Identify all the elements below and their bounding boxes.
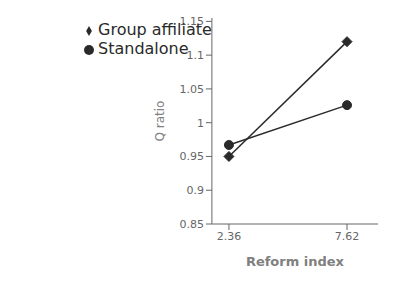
svg-text:1.05: 1.05: [179, 83, 204, 96]
svg-text:0.85: 0.85: [179, 218, 204, 231]
svg-text:Reform index: Reform index: [246, 254, 345, 269]
svg-text:1: 1: [197, 117, 204, 130]
svg-text:0.9: 0.9: [186, 184, 204, 197]
svg-text:2.36: 2.36: [217, 230, 242, 243]
svg-text:7.62: 7.62: [335, 230, 360, 243]
svg-text:1.1: 1.1: [186, 49, 204, 62]
svg-text:1.15: 1.15: [179, 15, 204, 28]
svg-text:Q ratio: Q ratio: [153, 101, 167, 142]
svg-text:0.95: 0.95: [179, 150, 204, 163]
